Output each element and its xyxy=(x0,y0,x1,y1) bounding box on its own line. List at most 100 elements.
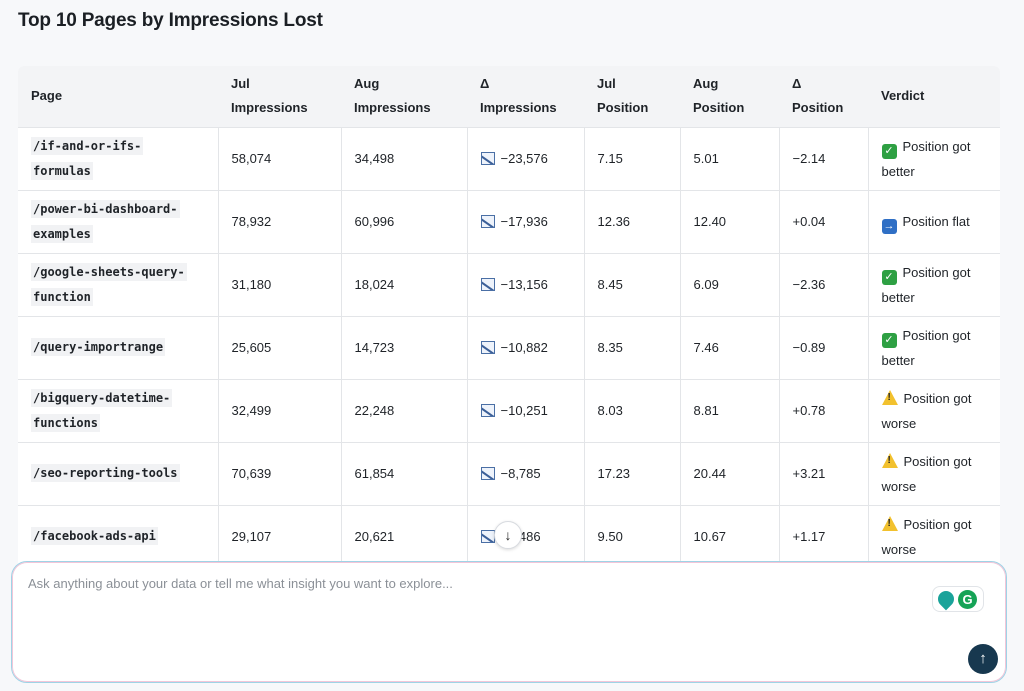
jul-impressions-cell: 25,605 xyxy=(217,316,341,379)
verdict-text-cont: better xyxy=(881,352,915,368)
column-header-line1: Δ xyxy=(792,76,802,92)
delta-position-cell: +0.04 xyxy=(778,190,868,253)
warning-icon xyxy=(881,452,898,468)
table-row: /facebook-ads-api 29,10720,621−8,4869.501… xyxy=(18,505,1000,568)
verdict-cell: ✓ Position got better xyxy=(867,316,1000,379)
column-header: Jul Position xyxy=(584,66,680,127)
delta-impressions-cell: −8,785 xyxy=(466,442,584,505)
verdict-text-cont: worse xyxy=(881,478,917,494)
jul-position-cell: 7.15 xyxy=(583,127,680,190)
verdict-text: Position got xyxy=(903,453,972,469)
verdict-cell: Position got worse xyxy=(867,505,1000,568)
delta-impressions-value: −10,251 xyxy=(500,403,548,418)
aug-position-cell: 8.81 xyxy=(679,379,779,442)
jul-impressions-cell: 31,180 xyxy=(217,253,341,316)
jul-position-cell: 8.35 xyxy=(583,316,680,379)
page-cell: /bigquery-datetime-functions xyxy=(18,379,218,442)
extension-icons[interactable]: G xyxy=(932,586,984,612)
column-header-line2: Position xyxy=(792,100,844,116)
chart-decreasing-icon xyxy=(480,530,495,544)
jul-impressions-cell: 78,932 xyxy=(217,190,341,253)
verdict-cell: Position got worse xyxy=(867,379,1000,442)
delta-position-cell: −2.14 xyxy=(778,127,868,190)
verdict-text-cont: worse xyxy=(881,541,917,557)
column-header-line2: Impressions xyxy=(480,100,557,116)
delta-position-cell: +0.78 xyxy=(778,379,868,442)
delta-impressions-value: −10,882 xyxy=(500,340,548,355)
data-table-container: Page Jul Impressions Aug Impressions Δ Impress… xyxy=(18,66,1000,568)
jul-position-cell: 8.45 xyxy=(583,253,680,316)
page-path-cont: formulas xyxy=(31,161,93,180)
table-row: /if-and-or-ifs-formulas 58,074 34,498 −23,5… xyxy=(18,127,1000,190)
column-header-line1: Δ xyxy=(480,76,490,92)
location-pin-icon[interactable] xyxy=(934,587,958,611)
column-header: Aug Position xyxy=(680,66,779,127)
page-path: /google-sheets-query- xyxy=(31,262,187,281)
aug-impressions-cell: 14,723 xyxy=(340,316,467,379)
aug-position-cell: 5.01 xyxy=(679,127,779,190)
column-header: Δ Impressions xyxy=(467,66,584,127)
table-row: /seo-reporting-tools 70,639 61,854 −8,785 17… xyxy=(18,442,1000,505)
page-path: /power-bi-dashboard- xyxy=(31,199,180,218)
column-header-line1: Page xyxy=(31,88,63,104)
page-path: /seo-reporting-tools xyxy=(31,464,180,482)
chat-composer: G ↑ xyxy=(11,561,1007,683)
page-cell: /facebook-ads-api xyxy=(18,505,218,568)
column-header: Verdict xyxy=(868,66,1000,127)
table-body: /if-and-or-ifs-formulas 58,074 34,498 −23,5… xyxy=(18,127,1000,568)
warning-icon xyxy=(881,389,898,405)
table-row: /power-bi-dashboard-examples 78,932 60,996… xyxy=(18,190,1000,253)
grammarly-icon[interactable]: G xyxy=(958,590,977,609)
aug-impressions-cell: 22,248 xyxy=(340,379,467,442)
verdict-text-cont: better xyxy=(881,289,915,305)
page-path: /facebook-ads-api xyxy=(31,527,158,546)
page-cell: /seo-reporting-tools xyxy=(18,442,218,505)
chart-decreasing-icon xyxy=(480,152,495,165)
verdict-cell: ✓ Position got better xyxy=(867,253,1000,316)
check-mark-icon: ✓ xyxy=(881,269,897,285)
verdict-cell: Position got worse xyxy=(867,442,1000,505)
aug-position-cell: 6.09 xyxy=(679,253,779,316)
column-header-line1: Aug xyxy=(693,76,719,92)
right-arrow-icon: → xyxy=(881,219,897,234)
chat-input[interactable] xyxy=(28,576,928,591)
jul-impressions-cell: 70,639 xyxy=(217,442,341,505)
send-button[interactable]: ↑ xyxy=(968,644,998,674)
column-header-line1: Jul xyxy=(597,76,616,92)
delta-impressions-cell: −17,936 xyxy=(466,190,584,253)
aug-position-cell: 12.40 xyxy=(679,190,779,253)
page-cell: /google-sheets-query-function xyxy=(18,253,218,316)
aug-impressions-cell: 20,621 xyxy=(340,505,467,568)
chart-decreasing-icon xyxy=(480,215,495,228)
page-path: /bigquery-datetime- xyxy=(31,388,173,407)
jul-position-cell: 17.23 xyxy=(583,442,680,505)
page-path-cont: function xyxy=(31,287,93,306)
column-header-line2: Impressions xyxy=(231,100,308,116)
delta-impressions-cell: −8,486 xyxy=(466,505,584,568)
delta-impressions-value: −8,785 xyxy=(500,466,541,481)
page-cell: /power-bi-dashboard-examples xyxy=(18,190,218,253)
column-header: Jul Impressions xyxy=(218,66,341,127)
check-mark-icon: ✓ xyxy=(881,143,897,159)
delta-impressions-cell: −13,156 xyxy=(466,253,584,316)
column-header-line2: Impressions xyxy=(354,100,431,116)
column-header-line2: Position xyxy=(693,100,745,116)
aug-impressions-cell: 61,854 xyxy=(340,442,467,505)
verdict-text: Position got xyxy=(903,390,972,406)
verdict-text-cont: worse xyxy=(881,415,917,431)
page-path-cont: functions xyxy=(31,413,101,432)
delta-impressions-value: −13,156 xyxy=(500,277,548,292)
scroll-down-button[interactable]: ↓ xyxy=(494,521,522,549)
aug-impressions-cell: 18,024 xyxy=(340,253,467,316)
column-header-line1: Aug xyxy=(354,76,380,92)
jul-impressions-cell: 29,107 xyxy=(217,505,341,568)
table-row: /query-importrange 25,605 14,723 −10,882 8.3… xyxy=(18,316,1000,379)
verdict-text: Position got xyxy=(902,138,971,154)
delta-position-cell: −0.89 xyxy=(778,316,868,379)
delta-impressions-cell: −23,576 xyxy=(466,127,584,190)
delta-position-cell: +3.21 xyxy=(778,442,868,505)
jul-position-cell: 8.03 xyxy=(583,379,680,442)
verdict-text-cont: better xyxy=(881,163,915,179)
table-header-row: Page Jul Impressions Aug Impressions Δ Impress… xyxy=(18,66,1000,127)
check-mark-icon: ✓ xyxy=(881,332,897,348)
